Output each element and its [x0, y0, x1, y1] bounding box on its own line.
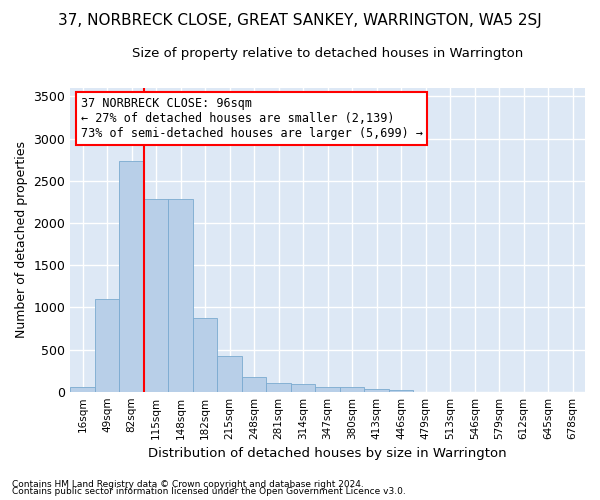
Bar	[119, 162, 144, 392]
Bar	[193, 318, 217, 392]
Bar	[242, 378, 266, 392]
Bar	[266, 383, 291, 392]
Text: 37 NORBRECK CLOSE: 96sqm
← 27% of detached houses are smaller (2,139)
73% of sem: 37 NORBRECK CLOSE: 96sqm ← 27% of detach…	[80, 97, 422, 140]
X-axis label: Distribution of detached houses by size in Warrington: Distribution of detached houses by size …	[148, 447, 507, 460]
Text: Contains HM Land Registry data © Crown copyright and database right 2024.: Contains HM Land Registry data © Crown c…	[12, 480, 364, 489]
Bar	[316, 386, 340, 392]
Text: Contains public sector information licensed under the Open Government Licence v3: Contains public sector information licen…	[12, 488, 406, 496]
Title: Size of property relative to detached houses in Warrington: Size of property relative to detached ho…	[132, 48, 523, 60]
Bar	[169, 198, 193, 392]
Y-axis label: Number of detached properties: Number of detached properties	[15, 142, 28, 338]
Bar	[217, 356, 242, 392]
Bar	[340, 388, 364, 392]
Bar	[144, 200, 169, 392]
Bar	[364, 389, 389, 392]
Bar	[95, 299, 119, 392]
Bar	[291, 384, 316, 392]
Text: 37, NORBRECK CLOSE, GREAT SANKEY, WARRINGTON, WA5 2SJ: 37, NORBRECK CLOSE, GREAT SANKEY, WARRIN…	[58, 12, 542, 28]
Bar	[389, 390, 413, 392]
Bar	[70, 387, 95, 392]
